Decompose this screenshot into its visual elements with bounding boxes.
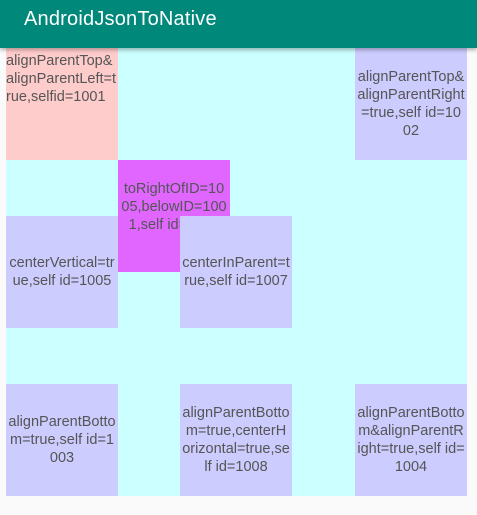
- view-1001-top-left: alignParentTop&alignParentLeft=true,self…: [6, 48, 118, 160]
- view-1004-label: alignParentBottom&alignParentRight=true,…: [357, 405, 465, 475]
- view-1002-label: alignParentTop&alignParentRight=true,sel…: [357, 69, 465, 139]
- view-1008-bottom-center: alignParentBottom=true,centerHorizontal=…: [180, 384, 292, 496]
- view-1007-center-in-parent: centerInParent=true,self id=1007: [180, 216, 292, 328]
- view-1003-label: alignParentBottom=true,self id=1003: [8, 414, 116, 466]
- view-1005-center-vertical: centerVertical=true,self id=1005: [6, 216, 118, 328]
- view-1004-bottom-right: alignParentBottom&alignParentRight=true,…: [355, 384, 467, 496]
- view-1008-label: alignParentBottom=true,centerHorizontal=…: [182, 405, 290, 475]
- view-1001-label: alignParentTop&alignParentLeft=true,self…: [6, 53, 117, 105]
- view-1007-label: centerInParent=true,self id=1007: [182, 255, 290, 289]
- relative-layout-container: alignParentTop&alignParentLeft=true,self…: [6, 48, 467, 496]
- view-1005-label: centerVertical=true,self id=1005: [9, 255, 115, 289]
- app-title: AndroidJsonToNative: [24, 8, 217, 30]
- app-toolbar: AndroidJsonToNative: [0, 0, 477, 48]
- view-1003-bottom-left: alignParentBottom=true,self id=1003: [6, 384, 118, 496]
- view-1006-label: toRightOfID=1005,belowID=1001,self id=10…: [121, 181, 227, 233]
- view-1002-top-right: alignParentTop&alignParentRight=true,sel…: [355, 48, 467, 160]
